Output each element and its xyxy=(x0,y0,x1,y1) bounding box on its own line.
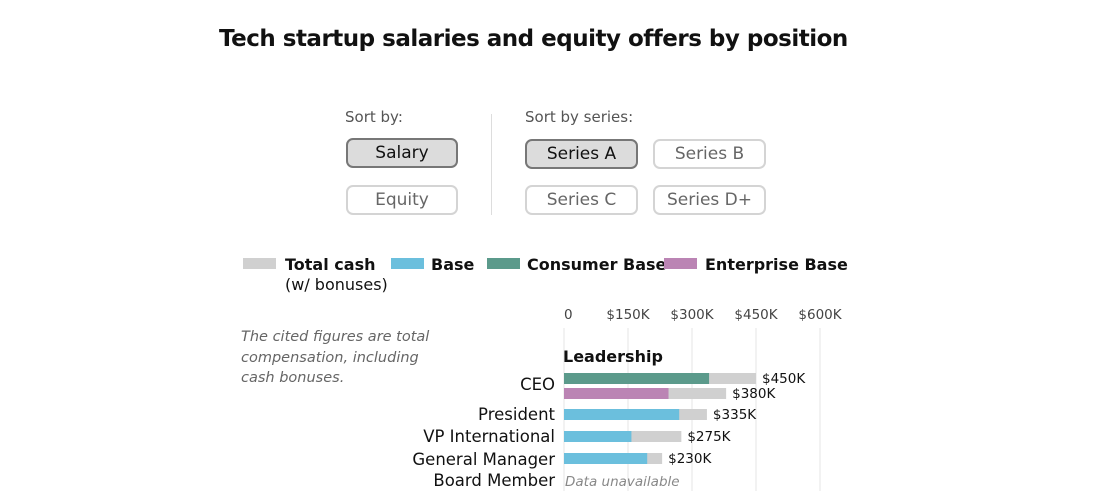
value-label: $230K xyxy=(668,451,712,467)
x-tick-label: $450K xyxy=(734,307,778,323)
legend-swatch-enterprise-base xyxy=(664,258,697,269)
series-c-button[interactable]: Series C xyxy=(525,185,638,215)
sort-by-label: Sort by: xyxy=(345,108,403,126)
chart-title: Tech startup salaries and equity offers … xyxy=(219,26,848,52)
legend-label-base: Base xyxy=(431,255,475,274)
value-label: $335K xyxy=(713,407,757,423)
series-a-button[interactable]: Series A xyxy=(525,139,638,169)
data-unavailable-label: Data unavailable xyxy=(565,474,680,490)
base-bar xyxy=(564,409,680,420)
row-label: Board Member xyxy=(433,471,555,490)
controls-divider xyxy=(491,114,492,215)
enterprise-base-bar xyxy=(564,388,669,399)
series-b-button[interactable]: Series B xyxy=(653,139,766,169)
legend-label-enterprise-base: Enterprise Base xyxy=(705,255,848,274)
sort-equity-button[interactable]: Equity xyxy=(346,185,458,215)
legend-label-consumer-base: Consumer Base xyxy=(527,255,667,274)
chart-note: The cited figures are total compensation… xyxy=(241,329,430,386)
sort-salary-button[interactable]: Salary xyxy=(346,138,458,168)
row-label: President xyxy=(478,405,555,424)
legend-swatch-base xyxy=(391,258,424,269)
x-tick-label: $300K xyxy=(670,307,714,323)
value-label: $380K xyxy=(732,386,776,402)
value-label: $450K xyxy=(762,371,806,387)
series-d-button[interactable]: Series D+ xyxy=(653,185,766,215)
x-tick-label: $150K xyxy=(606,307,650,323)
x-tick-label: $600K xyxy=(798,307,842,323)
legend-label-total-cash-sub: (w/ bonuses) xyxy=(285,275,388,294)
row-label: General Manager xyxy=(412,450,555,469)
base-bar xyxy=(564,431,632,442)
legend-label-total-cash: Total cash xyxy=(285,255,376,274)
x-tick-label: 0 xyxy=(564,307,573,323)
base-bar xyxy=(564,453,648,464)
group-label: Leadership xyxy=(563,347,663,366)
row-label: VP International xyxy=(423,427,555,446)
legend-swatch-consumer-base xyxy=(487,258,520,269)
value-label: $275K xyxy=(687,429,731,445)
row-label: CEO xyxy=(520,375,555,394)
legend-swatch-total-cash xyxy=(243,258,276,269)
consumer-base-bar xyxy=(564,373,710,384)
sort-by-series-label: Sort by series: xyxy=(525,108,634,126)
